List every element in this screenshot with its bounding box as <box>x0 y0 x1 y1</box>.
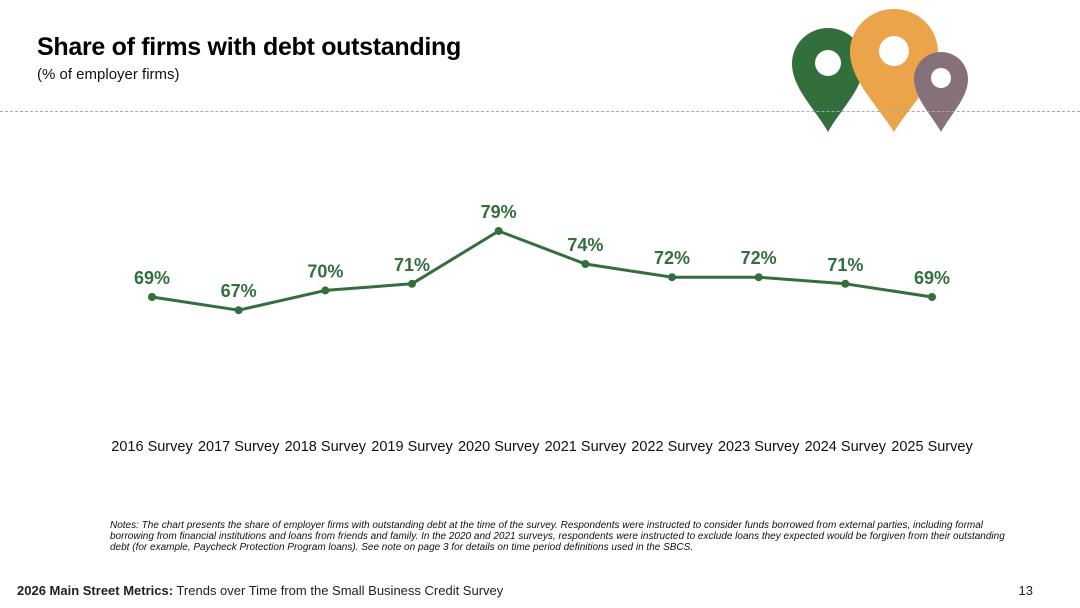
x-tick-label: 2020 Survey <box>458 439 540 455</box>
orange-pin-hole <box>879 36 909 66</box>
data-label: 74% <box>567 235 603 255</box>
x-tick-label: 2016 Survey <box>111 439 193 455</box>
purple-pin-hole <box>931 68 951 88</box>
data-point <box>668 273 676 282</box>
data-label: 79% <box>481 202 517 222</box>
data-point <box>494 227 503 235</box>
data-point <box>841 279 850 288</box>
data-point <box>928 293 936 301</box>
data-label: 71% <box>394 255 430 275</box>
x-tick-label: 2024 Survey <box>805 439 887 455</box>
data-point <box>234 306 243 315</box>
page-title: Share of firms with debt outstanding <box>37 33 461 61</box>
data-point <box>408 279 416 288</box>
data-label: 69% <box>914 268 950 288</box>
series-line <box>151 229 933 312</box>
x-tick-label: 2022 Survey <box>631 439 713 455</box>
x-tick-label: 2019 Survey <box>371 439 453 455</box>
footer: 2026 Main Street Metrics: Trends over Ti… <box>17 583 503 598</box>
header-divider <box>0 111 1080 112</box>
data-point <box>321 286 330 295</box>
data-label: 67% <box>221 281 257 301</box>
x-tick-label: 2021 Survey <box>545 439 627 455</box>
page-number: 13 <box>1018 583 1033 598</box>
data-label: 72% <box>654 248 690 268</box>
x-tick-label: 2023 Survey <box>718 439 800 455</box>
x-tick-label: 2018 Survey <box>285 439 367 455</box>
footer-report-title: 2026 Main Street Metrics: <box>17 583 174 598</box>
x-tick-label: 2025 Survey <box>891 439 973 455</box>
footer-report-subtitle: Trends over Time from the Small Business… <box>176 583 504 598</box>
chart-notes: Notes: The chart presents the share of e… <box>110 520 1005 553</box>
data-point <box>581 260 590 268</box>
data-label: 71% <box>827 255 863 275</box>
data-point <box>148 293 156 301</box>
green-pin-hole <box>815 50 841 76</box>
page-subtitle: (% of employer firms) <box>37 66 180 83</box>
data-label: 70% <box>307 261 343 281</box>
data-label: 72% <box>741 248 777 268</box>
data-point <box>754 273 763 282</box>
orange-pin-icon <box>850 9 938 132</box>
green-pin-icon <box>792 28 864 132</box>
purple-pin-icon <box>914 52 968 132</box>
data-label: 69% <box>134 268 170 288</box>
map-pins-logo <box>792 9 968 132</box>
x-tick-label: 2017 Survey <box>198 439 280 455</box>
line-chart: 69% 2016 Survey 67% 2017 Survey 70% 2018 Surv… <box>111 202 973 455</box>
